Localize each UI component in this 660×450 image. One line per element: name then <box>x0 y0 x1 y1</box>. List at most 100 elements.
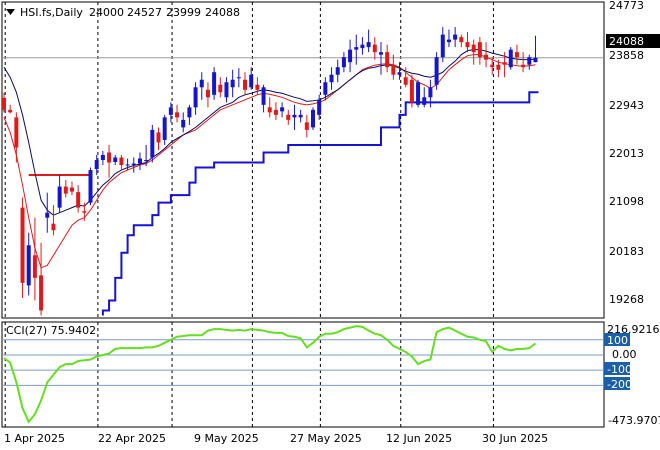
candle-body <box>354 47 359 50</box>
candle-body <box>125 164 130 166</box>
candle-body <box>187 107 192 118</box>
cci-tick-label: -200 <box>607 378 632 391</box>
candle-body <box>465 42 470 48</box>
price-tick-label: 23858 <box>609 49 644 62</box>
trailing-stop-line <box>101 91 539 316</box>
candle-body <box>119 157 124 166</box>
candle-body <box>32 255 37 278</box>
candle-body <box>527 57 532 65</box>
candle-body <box>107 152 112 163</box>
candle-body <box>193 87 198 108</box>
x-tick-label: 27 May 2025 <box>290 432 362 445</box>
candle-body <box>175 112 180 118</box>
cci-tick-label: -100 <box>607 363 632 376</box>
candle-body <box>304 122 309 130</box>
candle-body <box>459 37 464 43</box>
cci-line <box>3 325 537 424</box>
header-symbol: HSI.fs,Daily <box>20 6 83 19</box>
cci-panel-frame <box>1 321 605 428</box>
candle-body <box>150 129 155 158</box>
candle-body <box>446 39 451 43</box>
candle-body <box>397 72 402 75</box>
candle-body <box>508 49 513 68</box>
candle-body <box>360 44 365 49</box>
candle-body <box>348 49 353 63</box>
candle-body <box>335 67 340 75</box>
header-low: 23999 <box>166 6 201 19</box>
candle-body <box>484 54 489 60</box>
candle-body <box>224 82 229 98</box>
candle-body <box>502 62 507 65</box>
candle-body <box>205 89 210 98</box>
candle-body <box>422 97 427 105</box>
candle-body <box>378 52 383 55</box>
candle-body <box>181 119 186 128</box>
candle-body <box>440 34 445 58</box>
candle-body <box>236 77 241 79</box>
candle-body <box>280 107 285 112</box>
candle-body <box>8 109 13 113</box>
cci-tick-label: 216.9216 <box>607 323 660 336</box>
price-tick-label: 22013 <box>609 147 644 160</box>
candle-body <box>366 42 371 48</box>
price-tick-label: 21098 <box>609 195 644 208</box>
candle-body <box>69 187 74 192</box>
candle-body <box>273 109 278 115</box>
candle-body <box>292 114 297 118</box>
candle-body <box>76 192 81 208</box>
candle-body <box>255 84 260 90</box>
candle-body <box>212 72 217 95</box>
dropdown-triangle-icon[interactable] <box>6 9 15 15</box>
cci-level-marker <box>604 362 630 375</box>
candle-body <box>199 79 204 88</box>
candle-body <box>317 99 322 115</box>
header-open: 24000 <box>89 6 124 19</box>
candle-body <box>14 117 19 148</box>
candle-body <box>403 77 408 85</box>
price-panel-frame <box>1 1 605 319</box>
price-tick-label: 22943 <box>609 99 644 112</box>
candle-body <box>341 57 346 68</box>
header-close: 24088 <box>205 6 240 19</box>
candle-body <box>2 97 6 110</box>
candle-body <box>496 64 501 70</box>
x-axis: 1 Apr 2025 22 Apr 2025 9 May 2025 27 May… <box>4 432 548 445</box>
candle-body <box>477 42 482 58</box>
candle-body <box>521 64 526 68</box>
price-tick-label: 19268 <box>609 293 644 306</box>
x-tick-label: 1 Apr 2025 <box>4 432 65 445</box>
ma-slow-line <box>3 49 536 216</box>
candle-body <box>286 114 291 120</box>
candle-body <box>168 107 173 115</box>
candle-body <box>298 114 303 118</box>
candle-body <box>156 132 161 143</box>
current-price-label: 24088 <box>609 35 644 48</box>
candle-body <box>533 57 538 63</box>
candle-body <box>243 79 248 90</box>
candle-body <box>261 87 266 105</box>
header-high: 24527 <box>127 6 162 19</box>
candle-body <box>88 170 93 203</box>
cci-title: CCI(27) 75.9402 <box>6 324 96 337</box>
ma-fast-line <box>3 54 536 269</box>
candle-body <box>218 84 223 93</box>
candle-body <box>57 186 62 208</box>
candle-body <box>434 57 439 85</box>
candle-body <box>385 52 390 68</box>
candle-body <box>26 245 31 286</box>
candle-body <box>144 160 149 162</box>
candle-body <box>329 74 334 83</box>
candle-body <box>113 157 118 163</box>
candle-body <box>372 44 377 53</box>
price-y-axis: 24773 23858 22943 22013 21098 20183 1926… <box>609 0 644 306</box>
candle-body <box>131 163 136 166</box>
x-tick-label: 22 Apr 2025 <box>98 432 166 445</box>
x-tick-label: 30 Jun 2025 <box>482 432 548 445</box>
candle-body <box>416 82 421 105</box>
candle-body <box>162 117 167 140</box>
candle-body <box>409 79 414 103</box>
candle-body <box>453 34 458 40</box>
candle-body <box>490 64 495 68</box>
price-tick-label: 24773 <box>609 0 644 12</box>
